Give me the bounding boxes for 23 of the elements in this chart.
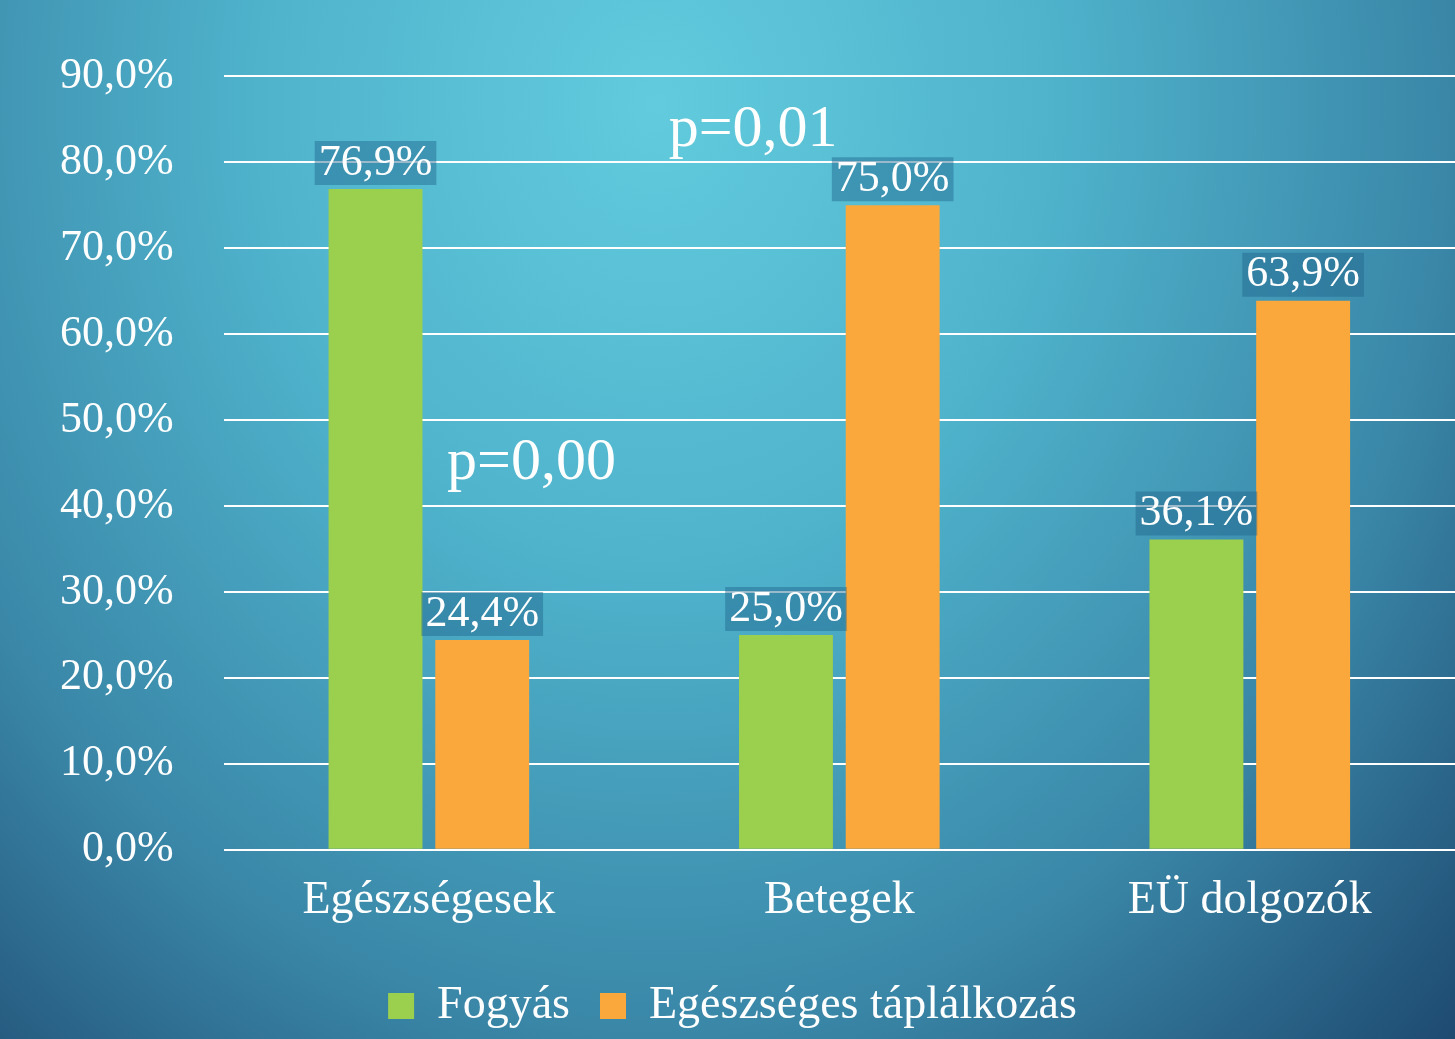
x-tick-label: Betegek: [763, 872, 915, 924]
y-tick-label: 90,0%: [60, 48, 174, 98]
x-tick-label: EÜ dolgozók: [1127, 872, 1372, 924]
annotation: p=0,00: [447, 425, 616, 492]
data-label: 63,9%: [1246, 247, 1360, 297]
y-tick-label: 20,0%: [60, 650, 174, 700]
y-tick-label: 30,0%: [60, 564, 174, 614]
y-tick-label: 40,0%: [60, 478, 174, 528]
data-label: 76,9%: [318, 135, 433, 185]
y-tick-label: 0,0%: [82, 822, 174, 872]
data-label: 36,1%: [1139, 486, 1254, 536]
data-label: 25,0%: [729, 581, 843, 631]
legend-label: Fogyás: [437, 977, 571, 1029]
y-tick-label: 60,0%: [60, 306, 174, 356]
x-tick-label: Egészségesek: [302, 872, 556, 924]
y-tick-label: 70,0%: [60, 220, 174, 270]
y-tick-label: 80,0%: [60, 134, 174, 184]
data-label: 75,0%: [835, 151, 950, 201]
data-label: 24,4%: [425, 586, 540, 636]
annotation: p=0,01: [668, 93, 838, 160]
y-tick-label: 50,0%: [60, 392, 174, 442]
y-tick-label: 10,0%: [60, 736, 174, 786]
legend-label: Egészséges táplálkozás: [649, 977, 1077, 1029]
